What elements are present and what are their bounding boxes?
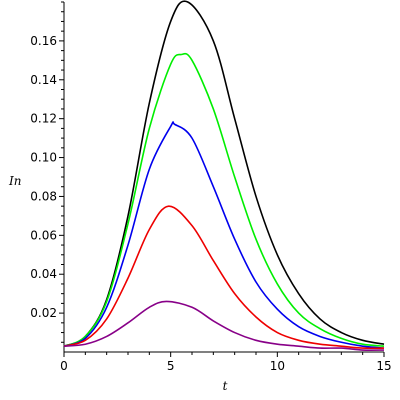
- y-tick-label: 0.04: [30, 267, 57, 281]
- series-line-3: [63, 121, 385, 349]
- x-tick-label: 15: [376, 359, 391, 373]
- y-tick-label: 0.10: [30, 151, 57, 165]
- y-axis: 0.02 0.04 0.06 0.08 0.10 0.12 0.14 0.16: [30, 1, 65, 352]
- x-tick-label: 10: [270, 359, 285, 373]
- x-tick-label: 5: [167, 359, 175, 373]
- x-axis: 0 5 10 15: [60, 351, 392, 373]
- series-line-1: [63, 0, 385, 347]
- x-axis-label: t: [223, 379, 228, 393]
- y-tick-label: 0.06: [30, 228, 57, 242]
- y-tick-label: 0.16: [30, 34, 57, 48]
- series-line-2: [63, 52, 385, 347]
- y-tick-label: 0.14: [30, 73, 57, 87]
- series-line-5: [63, 300, 385, 352]
- y-tick-label: 0.02: [30, 306, 57, 320]
- series-line-4: [63, 205, 385, 350]
- y-tick-label: 0.08: [30, 189, 57, 203]
- y-axis-label: In: [8, 174, 21, 188]
- x-tick-label: 0: [60, 359, 68, 373]
- series-layer: [63, 0, 385, 352]
- y-tick-label: 0.12: [30, 112, 57, 126]
